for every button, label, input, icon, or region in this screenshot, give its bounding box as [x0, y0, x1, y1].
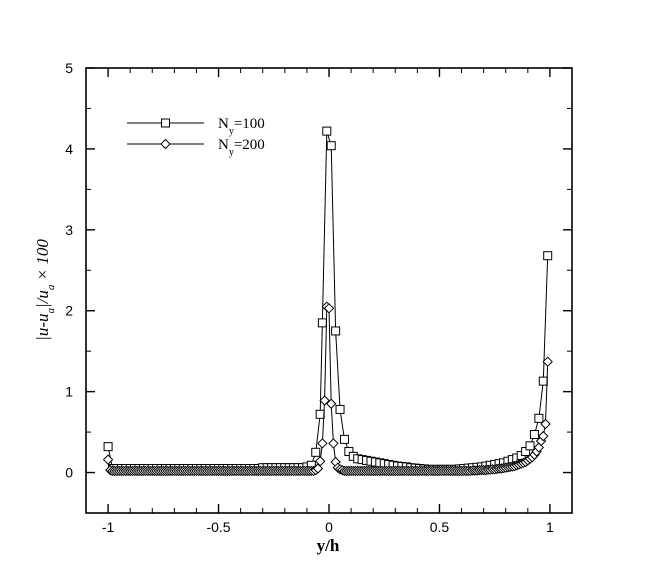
data-point-diamond	[540, 418, 551, 430]
legend-entry-ny100: Ny=100	[127, 116, 265, 137]
data-point-square	[103, 442, 113, 452]
legend-entry-ny200: Ny=200	[127, 137, 265, 158]
x-tick-label: -1	[102, 519, 115, 535]
data-point-square	[538, 376, 548, 386]
x-tick-label: 1	[546, 519, 554, 535]
y-tick-label: 4	[65, 141, 73, 157]
data-point-diamond	[538, 430, 549, 442]
x-tick-label: -0.5	[206, 519, 230, 535]
series-layer	[102, 126, 553, 477]
series-ny200	[102, 301, 553, 477]
series-line	[107, 305, 549, 472]
data-point-diamond	[319, 395, 330, 406]
data-point-diamond	[323, 303, 335, 314]
y-tick-label: 0	[65, 465, 73, 481]
data-point-square	[315, 409, 325, 419]
legend: Ny=100 Ny=200	[127, 116, 265, 158]
data-point-diamond	[102, 454, 114, 465]
data-point-square	[317, 318, 327, 328]
y-axis-label: |u-ua|/ua × 100	[33, 239, 57, 341]
y-tick-label: 5	[65, 60, 73, 76]
data-point-square	[335, 404, 345, 414]
data-point-square	[339, 434, 349, 444]
y-tick-label: 2	[65, 303, 73, 319]
x-tick-label: 0.5	[430, 519, 450, 535]
data-point-square	[331, 326, 341, 336]
legend-label-ny100: Ny=100	[218, 116, 265, 137]
legend-label-ny200: Ny=200	[218, 137, 265, 158]
legend-diamond-marker	[160, 138, 171, 150]
data-point-diamond	[317, 438, 328, 449]
data-point-square	[326, 141, 336, 151]
data-point-diamond	[326, 398, 337, 409]
series-line	[107, 130, 549, 470]
data-point-square	[529, 430, 539, 440]
data-point-diamond	[542, 356, 553, 367]
y-tick-label: 3	[65, 222, 73, 238]
data-point-square	[543, 251, 553, 261]
series-ny100	[103, 126, 553, 474]
data-point-square	[534, 413, 544, 423]
y-tick-label: 1	[65, 384, 73, 400]
legend-square-marker	[161, 118, 170, 128]
data-point-diamond	[314, 456, 326, 467]
data-point-square	[525, 441, 535, 451]
data-point-square	[311, 447, 321, 457]
tick-labels: -1 -0.5 0 0.5 1 0 1 2 3 4 5	[65, 60, 554, 535]
x-tick-label: 0	[325, 519, 333, 535]
axis-ticks	[86, 67, 572, 514]
x-axis-label: y/h	[317, 536, 340, 555]
data-point-square	[322, 126, 332, 136]
data-point-diamond	[328, 438, 339, 449]
